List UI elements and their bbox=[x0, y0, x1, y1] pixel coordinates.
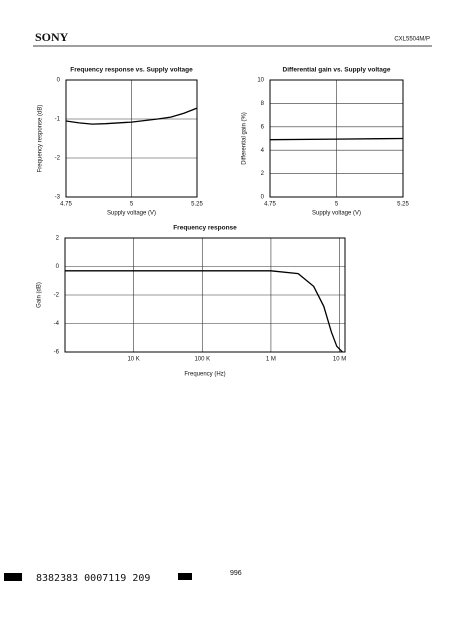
y-tick-label: 0 bbox=[56, 264, 60, 270]
part-number: CXL5504M/P bbox=[394, 37, 430, 43]
marker bbox=[178, 573, 192, 580]
y-tick-label: 2 bbox=[56, 236, 60, 242]
y-axis-label: Frequency response (dB) bbox=[38, 105, 44, 173]
y-tick-label: 8 bbox=[261, 101, 265, 107]
plot-frame bbox=[65, 79, 198, 198]
x-tick-label: 5 bbox=[335, 202, 339, 208]
y-tick-label: 2 bbox=[261, 171, 265, 177]
barcode-text: 8382383 0007119 209 bbox=[36, 573, 150, 584]
x-tick-label: 10 K bbox=[127, 357, 139, 363]
x-tick-label: 10 M bbox=[333, 357, 346, 363]
page-number: 996 bbox=[230, 570, 242, 577]
x-tick-label: 5 bbox=[130, 202, 134, 208]
data-line bbox=[65, 107, 198, 125]
y-tick-label: 10 bbox=[257, 78, 264, 84]
x-tick-label: 100 K bbox=[194, 357, 210, 363]
plot-frame bbox=[64, 237, 346, 353]
data-line bbox=[269, 137, 404, 141]
chart-title: Frequency response vs. Supply voltage bbox=[70, 67, 193, 74]
x-tick-label: 5.25 bbox=[397, 202, 409, 208]
brand: SONY bbox=[35, 30, 69, 44]
data-line bbox=[65, 270, 343, 353]
chart-title: Frequency response bbox=[173, 225, 237, 232]
x-tick-label: 4.75 bbox=[264, 202, 276, 208]
y-tick-label: -1 bbox=[55, 117, 61, 123]
x-tick-label: 4.75 bbox=[60, 202, 72, 208]
y-tick-label: -3 bbox=[55, 195, 61, 201]
y-tick-label: 4 bbox=[261, 148, 265, 154]
y-tick-label: -2 bbox=[55, 156, 61, 162]
y-tick-label: -6 bbox=[54, 350, 60, 356]
y-tick-label: 0 bbox=[57, 78, 61, 84]
x-axis-label: Supply voltage (V) bbox=[107, 211, 156, 217]
x-tick-label: 1 M bbox=[266, 357, 276, 363]
y-tick-label: 0 bbox=[261, 195, 265, 201]
y-tick-label: -4 bbox=[54, 321, 60, 327]
x-axis-label: Frequency (Hz) bbox=[184, 372, 225, 378]
y-tick-label: 6 bbox=[261, 124, 265, 130]
x-axis-label: Supply voltage (V) bbox=[312, 211, 361, 217]
x-tick-label: 5.25 bbox=[191, 202, 203, 208]
y-tick-label: -2 bbox=[54, 293, 60, 299]
marker bbox=[4, 573, 22, 581]
chart-title: Differential gain vs. Supply voltage bbox=[283, 67, 391, 74]
y-axis-label: Gain (dB) bbox=[37, 282, 43, 308]
y-axis-label: Differential gain (%) bbox=[242, 112, 248, 165]
